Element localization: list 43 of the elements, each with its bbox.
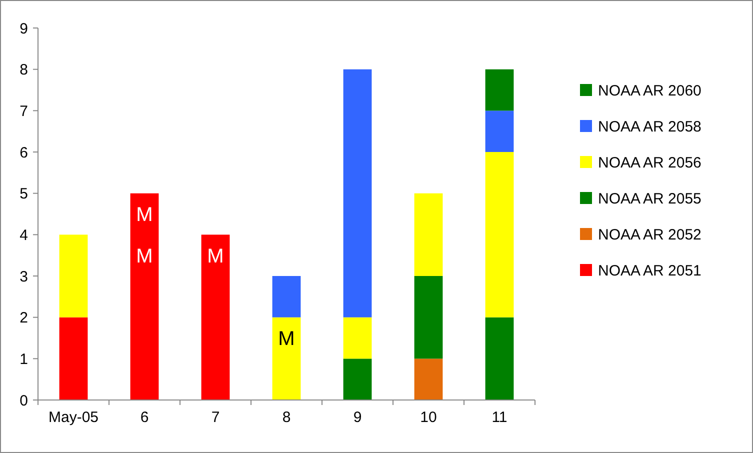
annotation: M (207, 245, 224, 268)
bar (485, 317, 514, 400)
annotation: M (278, 328, 295, 350)
x-tick-label: May-05 (48, 409, 99, 426)
bar (59, 317, 88, 400)
bar (59, 234, 88, 318)
x-tick-label: 9 (353, 409, 362, 426)
y-tick-label: 3 (20, 268, 28, 286)
x-tick-label: 7 (211, 409, 220, 426)
legend-label: NOAA AR 2052 (598, 226, 702, 244)
y-tick-label: 2 (20, 310, 28, 327)
bar (272, 317, 301, 400)
bar (414, 358, 443, 400)
annotation: M (136, 204, 153, 226)
y-tick-label: 6 (20, 144, 28, 162)
y-tick-label: 1 (20, 350, 28, 368)
bar (130, 193, 159, 400)
x-tick-label: 10 (420, 409, 437, 426)
annotation: M (136, 245, 153, 268)
bar (485, 152, 514, 318)
bar (201, 234, 230, 400)
y-tick-label: 5 (20, 186, 28, 203)
bar (343, 358, 372, 400)
bar (485, 110, 514, 152)
bar (485, 69, 514, 111)
y-tick-label: 9 (20, 20, 28, 38)
y-tick-label: 0 (20, 392, 28, 410)
legend-label: NOAA AR 2051 (598, 262, 702, 280)
legend-label: NOAA AR 2060 (598, 82, 702, 100)
legend-label: NOAA AR 2055 (598, 190, 702, 208)
x-tick-label: 8 (282, 409, 291, 426)
y-tick-label: 8 (20, 62, 28, 79)
y-tick-label: 4 (20, 226, 28, 244)
bar (343, 69, 372, 318)
bar (414, 276, 443, 359)
legend-label: NOAA AR 2058 (598, 118, 702, 136)
legend-label: NOAA AR 2056 (598, 154, 702, 172)
x-tick-label: 6 (140, 409, 149, 426)
bar (272, 276, 301, 318)
bar (414, 193, 443, 276)
x-tick-label: 11 (492, 409, 508, 426)
bar (343, 317, 372, 359)
y-tick-label: 7 (20, 102, 28, 120)
